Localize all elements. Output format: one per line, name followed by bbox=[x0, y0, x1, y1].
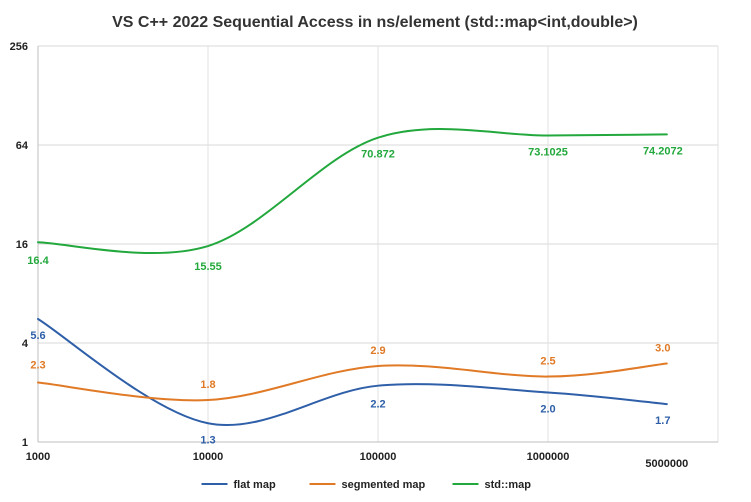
data-label-flat-map: 2.2 bbox=[370, 399, 385, 411]
y-tick-label: 256 bbox=[10, 41, 28, 53]
x-tick-label: 1000 bbox=[26, 451, 50, 463]
series-line-segmented-map bbox=[37, 362, 668, 402]
data-label-std-map: 16.4 bbox=[27, 255, 49, 267]
y-tick-label: 16 bbox=[16, 239, 28, 251]
series-line-flat-map bbox=[37, 317, 668, 426]
legend-item-std-map: std::map bbox=[452, 479, 532, 491]
data-labels: 5.6 1.3 2.2 2.0 1.7 2.3 1.8 2.9 2.5 3.0 16.4 15.55 7… bbox=[27, 145, 682, 446]
legend-label: std::map bbox=[485, 479, 532, 491]
data-label-flat-map: 1.3 bbox=[200, 434, 215, 446]
data-label-std-map: 74.2072 bbox=[643, 145, 683, 157]
legend-label: flat map bbox=[234, 479, 276, 491]
data-label-std-map: 70.872 bbox=[361, 149, 395, 161]
data-label-segmented-map: 2.3 bbox=[30, 360, 45, 372]
data-label-flat-map: 1.7 bbox=[655, 415, 670, 427]
chart-title: VS C++ 2022 Sequential Access in ns/elem… bbox=[112, 14, 638, 31]
gridlines bbox=[37, 45, 719, 443]
legend: flat map segmented map std::map bbox=[201, 479, 532, 491]
series-lines bbox=[37, 128, 668, 426]
y-tick-label: 1 bbox=[22, 437, 28, 449]
x-tick-label: 10000 bbox=[193, 451, 224, 463]
data-label-std-map: 15.55 bbox=[194, 261, 222, 273]
axes: 1 4 16 64 256 1000 10000 100000 1000000 5000000 bbox=[10, 41, 718, 470]
data-label-flat-map: 5.6 bbox=[30, 330, 45, 342]
data-label-flat-map: 2.0 bbox=[540, 404, 555, 416]
data-label-segmented-map: 2.9 bbox=[370, 345, 385, 357]
y-tick-label: 4 bbox=[22, 338, 29, 350]
data-label-segmented-map: 2.5 bbox=[540, 356, 555, 368]
legend-item-flat-map: flat map bbox=[201, 479, 276, 491]
data-label-segmented-map: 3.0 bbox=[655, 343, 670, 355]
y-tick-label: 64 bbox=[16, 140, 29, 152]
data-label-segmented-map: 1.8 bbox=[200, 379, 215, 391]
x-tick-label: 5000000 bbox=[645, 458, 688, 470]
legend-label: segmented map bbox=[342, 479, 426, 491]
legend-item-segmented-map: segmented map bbox=[309, 479, 426, 491]
x-tick-label: 1000000 bbox=[527, 451, 570, 463]
x-tick-label: 100000 bbox=[360, 451, 397, 463]
data-label-std-map: 73.1025 bbox=[528, 147, 568, 159]
series-line-std-map bbox=[37, 128, 668, 255]
